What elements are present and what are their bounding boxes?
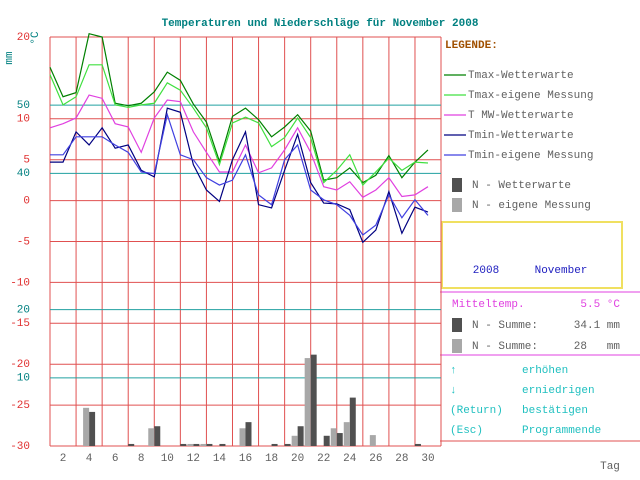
y2-label: mm bbox=[4, 51, 16, 65]
bar bbox=[245, 422, 252, 446]
key-action: Programmende bbox=[522, 425, 601, 437]
x-tick-label: 10 bbox=[161, 453, 174, 465]
x-tick-label: 16 bbox=[239, 453, 252, 465]
stat-value: 5.5 °C bbox=[580, 299, 620, 311]
x-tick-label: 6 bbox=[112, 453, 119, 465]
bar bbox=[180, 443, 187, 446]
bar bbox=[83, 407, 90, 446]
bar bbox=[154, 426, 161, 446]
x-label: Tag bbox=[600, 461, 620, 473]
legend-label: Tmin-eigene Messung bbox=[468, 150, 593, 162]
x-tick-label: 18 bbox=[265, 453, 278, 465]
x-tick-label: 2 bbox=[60, 453, 67, 465]
y-tick-label: 10 bbox=[17, 114, 30, 126]
line-series bbox=[49, 64, 429, 187]
bar bbox=[89, 411, 96, 446]
x-tick-label: 4 bbox=[86, 453, 93, 465]
stat-swatch bbox=[452, 339, 462, 353]
y-tick-label: -15 bbox=[10, 318, 30, 330]
x-tick-label: 28 bbox=[395, 453, 408, 465]
bar bbox=[193, 443, 200, 446]
bar bbox=[336, 433, 343, 446]
y2-tick-label: 20 bbox=[17, 305, 30, 317]
y-tick-label: -10 bbox=[10, 277, 30, 289]
stat-swatch bbox=[452, 318, 462, 332]
bar bbox=[369, 435, 376, 446]
chart-title: Temperaturen und Niederschläge für Novem… bbox=[162, 18, 479, 30]
bar bbox=[219, 443, 226, 446]
key-action: erniedrigen bbox=[522, 385, 595, 397]
key-name: (Esc) bbox=[450, 425, 483, 437]
x-tick-label: 12 bbox=[187, 453, 200, 465]
y-tick-label: 20 bbox=[17, 32, 30, 44]
stat-value: 34.1 mm bbox=[574, 320, 621, 332]
bar bbox=[330, 428, 337, 446]
bar bbox=[187, 443, 194, 446]
key-action: erhöhen bbox=[522, 365, 568, 377]
bar bbox=[148, 428, 155, 446]
x-tick-label: 26 bbox=[369, 453, 382, 465]
x-tick-label: 8 bbox=[138, 453, 145, 465]
bar bbox=[304, 358, 311, 446]
bar bbox=[271, 443, 278, 446]
legend-label: Tmax-eigene Messung bbox=[468, 90, 593, 102]
line-series bbox=[49, 32, 429, 184]
bar bbox=[284, 443, 291, 446]
line-series bbox=[50, 112, 429, 236]
y-tick-label: 0 bbox=[23, 196, 30, 208]
y-label: °C bbox=[30, 31, 42, 45]
bar bbox=[128, 443, 135, 446]
bar bbox=[239, 428, 246, 446]
x-tick-label: 14 bbox=[213, 453, 227, 465]
y-tick-label: -30 bbox=[10, 441, 30, 453]
stat-value: 28 mm bbox=[574, 341, 621, 353]
bar bbox=[343, 422, 350, 446]
bar bbox=[310, 354, 317, 446]
legend-label: Tmax-Wetterwarte bbox=[468, 70, 574, 82]
bar bbox=[206, 443, 213, 446]
key-name: (Return) bbox=[450, 405, 503, 417]
y-tick-label: -25 bbox=[10, 400, 30, 412]
stat-label: N - Summe: bbox=[472, 341, 538, 353]
period-year: 2008 bbox=[473, 265, 499, 277]
bar bbox=[297, 426, 304, 446]
bar bbox=[291, 435, 298, 446]
legend-swatch bbox=[452, 178, 462, 192]
legend-title: LEGENDE: bbox=[445, 40, 498, 52]
x-tick-label: 24 bbox=[343, 453, 357, 465]
period-box bbox=[441, 221, 623, 289]
stat-label: N - Summe: bbox=[472, 320, 538, 332]
y2-tick-label: 50 bbox=[17, 100, 30, 112]
y-tick-label: -20 bbox=[10, 359, 30, 371]
y-tick-label: -5 bbox=[17, 236, 30, 248]
line-series bbox=[49, 94, 429, 199]
line-series bbox=[50, 107, 429, 244]
y2-tick-label: 40 bbox=[17, 168, 30, 180]
legend-label: T MW-Wetterwarte bbox=[468, 110, 574, 122]
legend-label: N - Wetterwarte bbox=[472, 180, 571, 192]
legend-swatch bbox=[452, 198, 462, 212]
stat-label: Mitteltemp. bbox=[452, 299, 525, 311]
x-tick-label: 20 bbox=[291, 453, 304, 465]
legend-label: N - eigene Messung bbox=[472, 200, 591, 212]
x-tick-label: 30 bbox=[421, 453, 434, 465]
period-month: November bbox=[535, 265, 588, 277]
key-action: bestätigen bbox=[522, 405, 588, 417]
bar bbox=[323, 435, 330, 446]
bar bbox=[414, 443, 421, 446]
bar bbox=[349, 397, 356, 446]
key-name: ↓ bbox=[450, 385, 457, 397]
y2-tick-label: 10 bbox=[17, 373, 30, 385]
bar bbox=[200, 443, 207, 446]
legend-label: Tmin-Wetterwarte bbox=[468, 130, 574, 142]
y-tick-label: 5 bbox=[23, 155, 30, 167]
x-tick-label: 22 bbox=[317, 453, 330, 465]
key-name: ↑ bbox=[450, 365, 457, 377]
